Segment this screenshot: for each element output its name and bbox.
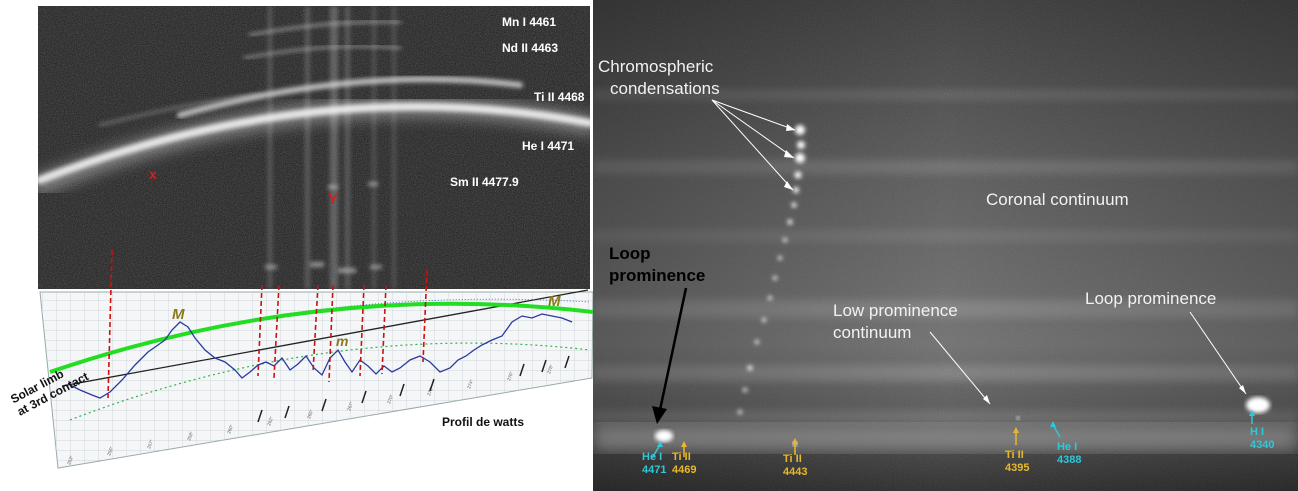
marker-wavelength: 4395 (1005, 462, 1029, 474)
low-prom-label-2: continuum (833, 323, 911, 342)
svg-text:257°: 257° (146, 439, 154, 450)
line-label-mn: Mn I 4461 (502, 15, 556, 29)
marker-name: He I (642, 451, 662, 463)
svg-text:276°: 276° (506, 371, 514, 382)
ti-ii-arc (177, 76, 523, 118)
marker-wavelength: 4388 (1057, 454, 1081, 466)
chromo-label-1: Chromospheric (598, 57, 714, 76)
marker-name: H I (1250, 426, 1264, 438)
he-i-arc (38, 102, 590, 184)
marker-x: x (149, 166, 157, 182)
coronal-label: Coronal continuum (986, 190, 1129, 209)
svg-text:274°: 274° (466, 379, 474, 390)
chromo-label-2: condensations (610, 79, 720, 98)
loop-left-label-2: prominence (609, 266, 705, 285)
marker-name: Ti II (783, 453, 802, 465)
line-label-he: He I 4471 (522, 139, 574, 153)
max-label-right: M (548, 293, 561, 310)
svg-text:253°: 253° (66, 455, 74, 466)
marker-wavelength: 4471 (642, 464, 666, 476)
marker-arrowhead (792, 438, 798, 444)
marker-y: Y (328, 191, 338, 208)
marker-wavelength: 4340 (1250, 439, 1274, 451)
marker-wavelength: 4469 (672, 464, 696, 476)
svg-text:267°: 267° (346, 401, 354, 412)
line-label-ti: Ti II 4468 (534, 90, 585, 104)
loop-left-label-1: Loop (609, 244, 651, 263)
svg-text:265°: 265° (306, 409, 314, 420)
marker-arrowhead (1050, 421, 1056, 427)
profile-caption: Profil de watts (442, 415, 524, 429)
marker-arrowhead (1013, 427, 1019, 433)
marker-arrow (651, 444, 661, 459)
svg-text:270°: 270° (386, 394, 394, 405)
svg-text:262°: 262° (266, 416, 274, 427)
right-spectrum-panel: Chromospheric condensations Coronal cont… (593, 0, 1298, 491)
svg-text:256°: 256° (106, 446, 114, 457)
watts-profile-plot: 253° 256° 257° 258° 260° 262° 265° 267° … (8, 249, 594, 469)
svg-text:260°: 260° (226, 424, 234, 435)
marker-wavelength: 4443 (783, 466, 807, 478)
marker-arrowhead (681, 441, 687, 447)
left-spectrum-panel: Mn I 4461 Nd II 4463 Ti II 4468 He I 447… (38, 6, 590, 289)
line-label-sm: Sm II 4477.9 (450, 175, 519, 189)
watts-profile-curve (69, 313, 573, 399)
loop-blob-left (655, 430, 673, 442)
min-label: m (336, 333, 348, 349)
marker-arrowhead (657, 441, 663, 447)
limb-arc (49, 301, 594, 374)
marker-name: Ti II (1005, 449, 1024, 461)
marker-name: He I (1057, 441, 1077, 453)
line-label-nd: Nd II 4463 (502, 41, 558, 55)
max-label-left: M (172, 306, 185, 323)
marker-arrowhead (1249, 410, 1255, 416)
marker-name: Ti II (672, 451, 691, 463)
loop-right-label: Loop prominence (1085, 289, 1216, 308)
svg-text:278°: 278° (546, 364, 554, 375)
loop-blob-right (1246, 397, 1270, 413)
svg-text:258°: 258° (186, 431, 194, 442)
low-prom-label-1: Low prominence (833, 301, 958, 320)
